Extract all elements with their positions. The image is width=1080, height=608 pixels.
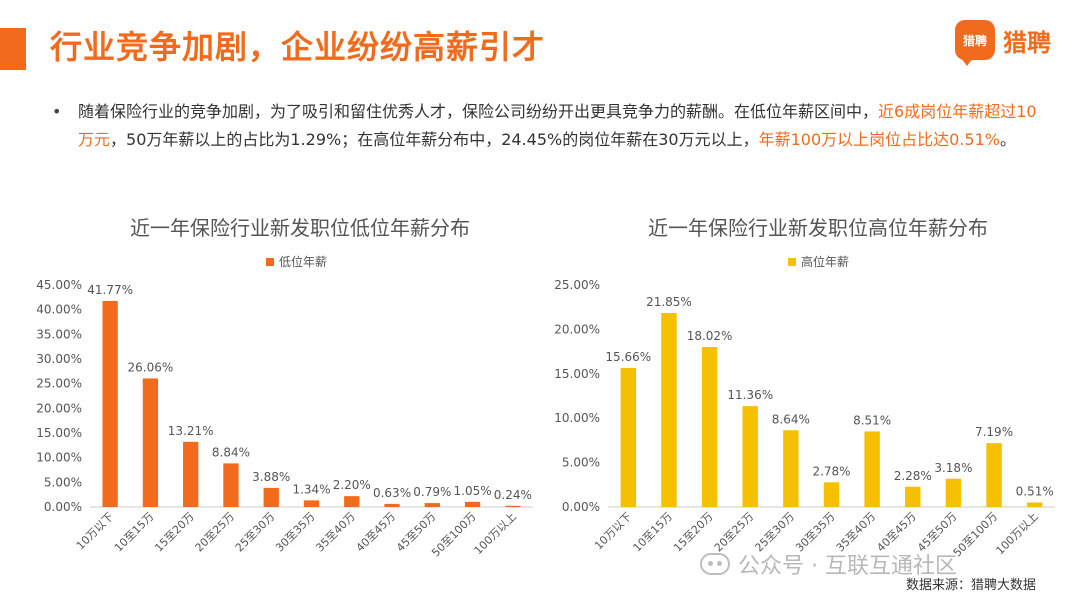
high-salary-category-label: 10万以下 (592, 510, 634, 552)
high-salary-bar (864, 431, 880, 507)
low-salary-bar (263, 487, 279, 507)
high-salary-data-label: 8.64% (772, 412, 810, 426)
high-salary-data-label: 2.28% (894, 469, 932, 483)
low-salary-ytick-label: 5.00% (44, 475, 82, 489)
low-salary-legend: 低位年薪 (266, 253, 327, 270)
low-salary-bar (344, 496, 360, 507)
high-salary-bar-chart: 0.00% 5.00% 10.00% 15.00% 20.00% 25.00% 15.66%… (554, 278, 1055, 559)
low-salary-ytick-label: 30.00% (36, 352, 82, 366)
low-salary-data-label: 1.34% (292, 482, 330, 496)
low-salary-ytick-label: 40.00% (36, 303, 82, 317)
low-salary-category-label: 30至35万 (273, 510, 318, 555)
low-salary-ytick-label: 35.00% (36, 327, 82, 341)
high-salary-legend-swatch (788, 257, 796, 266)
high-salary-category-label: 50至100万 (951, 510, 1000, 559)
low-salary-bar (424, 503, 440, 507)
high-salary-ytick-label: 15.00% (554, 367, 600, 381)
high-salary-data-label: 18.02% (687, 329, 733, 343)
low-salary-bar (183, 441, 199, 507)
high-salary-legend-label: 高位年薪 (801, 255, 850, 269)
low-salary-ytick-label: 10.00% (36, 451, 82, 465)
summary-paragraph: 随着保险行业的竞争加剧，为了吸引和留住优秀人才，保险公司纷纷开出更具竞争力的薪酬… (78, 98, 1050, 154)
high-salary-legend: 高位年薪 (788, 253, 849, 270)
low-salary-bar (142, 378, 159, 507)
high-salary-bar (661, 312, 677, 507)
summary-highlight-1: 近6成岗位年薪超过10万元 (78, 102, 1037, 149)
low-salary-category-label: 35至40万 (313, 510, 358, 555)
low-salary-legend-label: 低位年薪 (279, 255, 328, 269)
low-salary-category-label: 100万以上 (472, 510, 519, 557)
low-salary-bar (505, 505, 521, 507)
low-salary-category-label: 10万以下 (74, 510, 116, 552)
low-salary-data-label: 0.24% (494, 488, 532, 502)
high-salary-ytick-label: 10.00% (554, 411, 600, 425)
summary-text-3: 。 (999, 130, 1016, 149)
low-salary-bar (464, 501, 481, 507)
high-salary-bar (783, 430, 799, 507)
high-salary-ytick-label: 25.00% (554, 278, 600, 292)
low-salary-category-label: 10至15万 (112, 510, 157, 555)
low-salary-ytick-label: 45.00% (36, 278, 82, 292)
low-salary-data-label: 26.06% (128, 360, 174, 374)
high-salary-bar (742, 406, 758, 507)
logo-badge-icon: 猎聘 (955, 20, 995, 66)
title-accent-bar (0, 28, 26, 70)
high-salary-bar (1026, 502, 1043, 507)
high-salary-data-label: 21.85% (646, 295, 692, 309)
high-salary-data-label: 0.51% (1016, 484, 1054, 498)
high-salary-data-label: 3.18% (934, 461, 972, 475)
high-salary-ytick-label: 0.00% (562, 500, 600, 514)
high-salary-ytick-label: 20.00% (554, 322, 600, 336)
low-salary-data-label: 3.88% (252, 470, 290, 484)
high-salary-ytick-label: 5.00% (562, 456, 600, 470)
low-salary-ytick-label: 25.00% (36, 377, 82, 391)
low-salary-data-label: 41.77% (87, 283, 133, 297)
high-salary-bar (905, 486, 921, 507)
wechat-icon (700, 553, 730, 575)
watermark-text: 公众号 · 互联互通社区 (738, 554, 957, 579)
low-salary-bar (384, 503, 400, 507)
low-salary-category-label: 25至30万 (233, 510, 278, 555)
high-salary-category-label: 10至15万 (631, 510, 676, 555)
high-salary-bar (945, 478, 962, 507)
wechat-watermark: 公众号 · 互联互通社区 (700, 548, 957, 580)
high-salary-data-label: 2.78% (812, 464, 850, 478)
data-source: 数据来源：猎聘大数据 (906, 578, 1037, 593)
low-salary-data-label: 13.21% (168, 424, 214, 438)
low-salary-bar (102, 300, 118, 507)
low-salary-category-label: 20至25万 (193, 510, 238, 555)
high-salary-bar (823, 482, 840, 507)
high-salary-bar (620, 367, 637, 507)
low-salary-ytick-label: 20.00% (36, 401, 82, 415)
low-salary-data-label: 0.63% (373, 486, 411, 500)
low-salary-data-label: 0.79% (413, 485, 451, 499)
low-salary-data-label: 1.05% (454, 484, 492, 498)
low-salary-data-label: 2.20% (333, 478, 371, 492)
low-salary-bar (223, 463, 239, 507)
high-salary-category-label: 100万以上 (993, 510, 1040, 557)
high-salary-chart-title: 近一年保险行业新发职位高位年薪分布 (648, 216, 988, 240)
low-salary-category-label: 40至45万 (354, 510, 399, 555)
page-title: 行业竞争加剧，企业纷纷高薪引才 (50, 28, 546, 66)
summary-text-1: 随着保险行业的竞争加剧，为了吸引和留住优秀人才，保险公司纷纷开出更具竞争力的薪酬… (78, 102, 879, 121)
low-salary-bar (303, 500, 320, 507)
high-salary-data-label: 11.36% (727, 388, 773, 402)
high-salary-bar (701, 346, 718, 507)
summary-text-2: ，50万年薪以上的占比为1.29%；在高位年薪分布中，24.45%的岗位年薪在3… (110, 130, 759, 149)
high-salary-bar (986, 443, 1002, 507)
low-salary-ytick-label: 0.00% (44, 500, 82, 514)
low-salary-ytick-label: 15.00% (36, 426, 82, 440)
low-salary-legend-swatch (266, 257, 274, 266)
high-salary-data-label: 8.51% (853, 413, 891, 427)
low-salary-bar-chart: 0.00% 5.00% 10.00% 15.00% 20.00% 25.00% 30.00%… (36, 278, 533, 559)
low-salary-chart-title: 近一年保险行业新发职位低位年薪分布 (130, 216, 470, 240)
liepin-logo: 猎聘 猎聘 (955, 20, 1051, 66)
low-salary-category-label: 15至20万 (152, 510, 197, 555)
low-salary-data-label: 8.84% (212, 445, 250, 459)
logo-text: 猎聘 (1003, 28, 1051, 57)
bullet-marker: • (52, 102, 62, 121)
high-salary-data-label: 7.19% (975, 425, 1013, 439)
high-salary-data-label: 15.66% (605, 350, 651, 364)
summary-highlight-2: 年薪100万以上岗位占比达0.51% (758, 130, 1000, 149)
